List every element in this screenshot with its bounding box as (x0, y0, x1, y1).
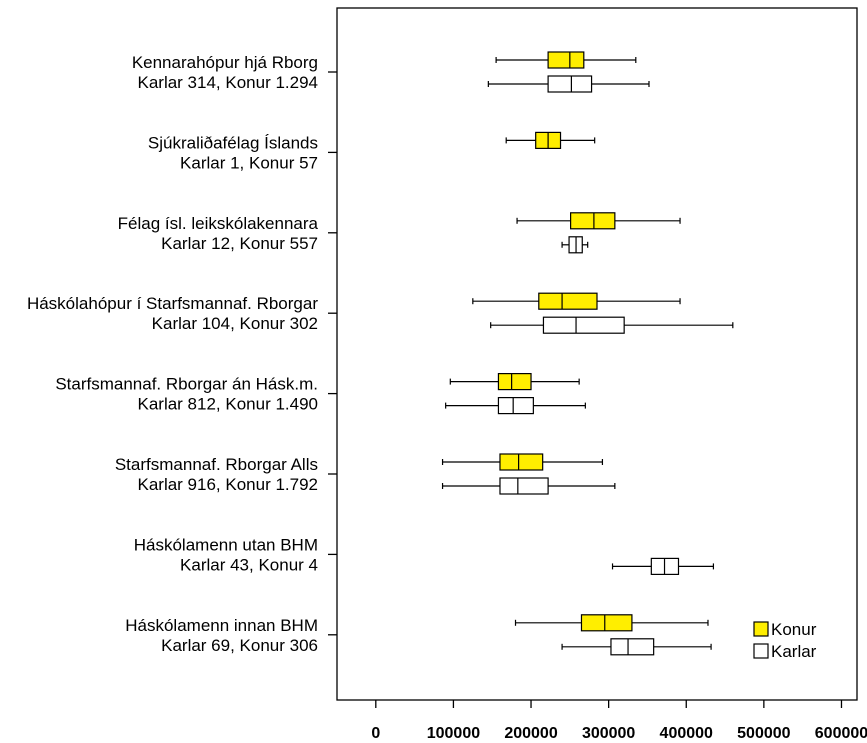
legend-label-konur: Konur (771, 620, 817, 639)
konur-box (497, 373, 532, 391)
x-axis: 0 100000 200000 300000 400000 500000 600000 (371, 700, 867, 742)
boxes (441, 51, 734, 656)
group-count-label: Karlar 1, Konur 57 (180, 153, 318, 172)
group-label: Háskólamenn utan BHM (134, 535, 318, 554)
group-label: Háskólamenn innan BHM (125, 616, 318, 635)
group-count-label: Karlar 314, Konur 1.294 (137, 73, 318, 92)
group-count-label: Karlar 104, Konur 302 (152, 314, 318, 333)
konur-box (570, 212, 616, 230)
x-tick-label: 400000 (660, 725, 713, 742)
konur-box (547, 51, 585, 69)
konur-box (580, 614, 633, 632)
legend-label-karlar: Karlar (771, 642, 817, 661)
konur-box (499, 453, 544, 471)
karlar-box (610, 638, 655, 656)
group-count-label: Karlar 12, Konur 557 (161, 234, 318, 253)
x-tick-label: 100000 (427, 725, 480, 742)
legend: Konur Karlar (753, 620, 817, 661)
legend-swatch-karlar (753, 643, 769, 659)
legend-swatch-konur (753, 621, 769, 637)
karlar-box (497, 397, 534, 415)
plot-frame (336, 7, 858, 701)
group-count-label: Karlar 43, Konur 4 (180, 555, 318, 574)
group-label: Háskólahópur í Starfsmannaf. Rborgar (27, 294, 318, 313)
x-tick-label: 200000 (504, 725, 557, 742)
group-label: Kennarahópur hjá Rborg (132, 53, 318, 72)
x-tick-label: 300000 (582, 725, 635, 742)
x-tick-label: 600000 (815, 725, 867, 742)
group-label: Starfsmannaf. Rborgar Alls (115, 455, 318, 474)
group-count-label: Karlar 812, Konur 1.490 (137, 395, 318, 414)
karlar-box (547, 75, 593, 93)
group-count-label: Karlar 916, Konur 1.792 (137, 475, 318, 494)
group-label: Starfsmannaf. Rborgar án Hásk.m. (55, 375, 318, 394)
x-tick-label: 0 (371, 725, 380, 742)
karlar-box (499, 477, 549, 495)
group-count-label: Karlar 69, Konur 306 (161, 636, 318, 655)
group-label: Félag ísl. leikskólakennara (118, 214, 319, 233)
konur-box (538, 292, 598, 310)
group-label: Sjúkraliðafélag Íslands (148, 133, 318, 152)
x-tick-label: 500000 (737, 725, 790, 742)
karlar-box (542, 316, 625, 334)
